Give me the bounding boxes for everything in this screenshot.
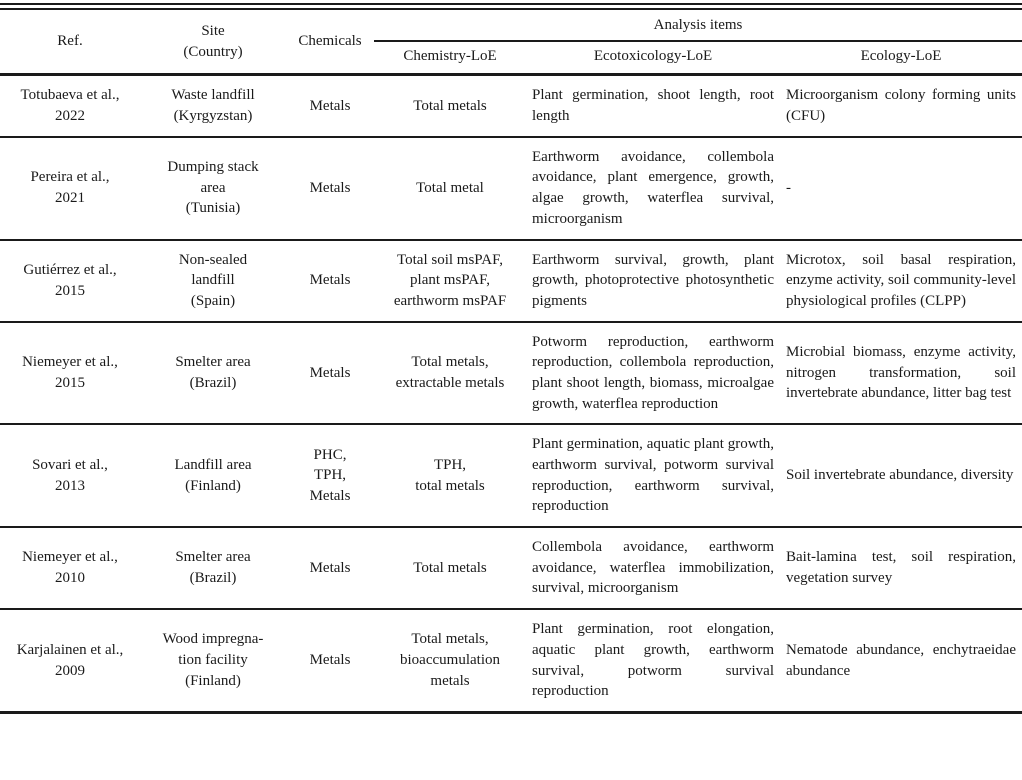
- cell-chemistry-loe: Total metals: [374, 527, 526, 611]
- cell-chemicals: Metals: [286, 239, 374, 323]
- cell-ecotoxicology-loe: Plant germination, root elongation, aqua…: [532, 621, 774, 700]
- cell-site: Wood impregna- tion facility (Finland): [162, 631, 264, 689]
- cell-site: Waste landfill (Kyrgyzstan): [140, 74, 286, 138]
- cell-ecotoxicology-loe: Plant germination, aquatic plant growth,…: [526, 424, 780, 529]
- table-row: Niemeyer et al., 2015 Smelter area (Braz…: [0, 321, 1022, 426]
- cell-site: Smelter area (Brazil): [140, 527, 286, 611]
- cell-chemicals: PHC, TPH, Metals: [286, 424, 374, 529]
- table-row: Pereira et al., 2021 Dumping stack area …: [0, 136, 1022, 241]
- cell-chemistry-loe: TPH, total metals: [374, 424, 526, 529]
- cell-chemicals: Metals: [286, 136, 374, 241]
- cell-chemistry-loe: Total metals, extractable metals: [374, 321, 526, 426]
- cell-chemicals: Metals: [286, 527, 374, 611]
- cell-ecotoxicology-loe: Earthworm avoidance, collembola avoidanc…: [526, 136, 780, 241]
- cell-ecology-loe: Microtox, soil basal respiration, enzyme…: [780, 239, 1022, 323]
- cell-chemicals: Metals: [309, 652, 351, 669]
- cell-ecotoxicology-loe: Potworm reproduction, earthworm reproduc…: [526, 321, 780, 426]
- table-header: Ref. Site (Country) Chemicals Analysis i…: [0, 6, 1022, 77]
- cell-ref: Gutiérrez et al., 2015: [0, 239, 140, 323]
- cell-ref: Sovari et al., 2013: [0, 424, 140, 529]
- cell-chemicals: Metals: [286, 321, 374, 426]
- cell-ecology-loe: -: [780, 136, 1022, 241]
- col-header-ecology-loe: Ecology-LoE: [780, 40, 1022, 77]
- col-header-chemicals: Chemicals: [286, 6, 374, 77]
- cell-site: Non-sealed landfill (Spain): [140, 239, 286, 323]
- table-row: Karjalainen et al., 2009 Wood impregna- …: [0, 609, 1022, 712]
- cell-site: Dumping stack area (Tunisia): [140, 136, 286, 241]
- table-row: Totubaeva et al., 2022 Waste landfill (K…: [0, 74, 1022, 138]
- loe-analysis-table: Ref. Site (Country) Chemicals Analysis i…: [0, 3, 1022, 714]
- cell-ref: Totubaeva et al., 2022: [0, 74, 140, 138]
- cell-ecology-loe: Microorganism colony forming units (CFU): [780, 74, 1022, 138]
- table-row: Gutiérrez et al., 2015 Non-sealed landfi…: [0, 239, 1022, 323]
- header-row-top: Ref. Site (Country) Chemicals Analysis i…: [0, 6, 1022, 77]
- cell-ref: Pereira et al., 2021: [0, 136, 140, 241]
- cell-chemistry-loe: Total soil msPAF, plant msPAF, earthworm…: [374, 239, 526, 323]
- col-header-ref: Ref.: [0, 6, 140, 77]
- cell-ecology-loe: Bait-lamina test, soil respiration, vege…: [780, 527, 1022, 611]
- cell-ecology-loe: Nematode abundance, enchytraeidae abunda…: [786, 641, 1016, 679]
- cell-ecotoxicology-loe: Collembola avoidance, earthworm avoidanc…: [526, 527, 780, 611]
- table-row: Niemeyer et al., 2010 Smelter area (Braz…: [0, 527, 1022, 611]
- header-row-sub: Chemistry-LoE Ecotoxicology-LoE Ecology-…: [0, 40, 1022, 77]
- cell-chemicals: Metals: [286, 74, 374, 138]
- cell-chemistry-loe: Total metals, bioaccumulation metals: [400, 631, 500, 689]
- cell-site: Landfill area (Finland): [140, 424, 286, 529]
- col-header-analysis-items: Analysis items: [374, 6, 1022, 42]
- cell-ecotoxicology-loe: Earthworm survival, growth, plant growth…: [526, 239, 780, 323]
- cell-ref: Karjalainen et al., 2009: [16, 641, 124, 679]
- table-body: Totubaeva et al., 2022 Waste landfill (K…: [0, 74, 1022, 713]
- cell-site: Smelter area (Brazil): [140, 321, 286, 426]
- cell-ref: Niemeyer et al., 2015: [0, 321, 140, 426]
- cell-chemistry-loe: Total metal: [374, 136, 526, 241]
- cell-ecology-loe: Soil invertebrate abundance, diversity: [780, 424, 1022, 529]
- col-header-site: Site (Country): [140, 6, 286, 77]
- col-header-chemistry-loe: Chemistry-LoE: [374, 40, 526, 77]
- cell-chemistry-loe: Total metals: [374, 74, 526, 138]
- cell-ecotoxicology-loe: Plant germination, shoot length, root le…: [526, 74, 780, 138]
- col-header-ecotoxicology-loe: Ecotoxicology-LoE: [526, 40, 780, 77]
- table-row: Sovari et al., 2013 Landfill area (Finla…: [0, 424, 1022, 529]
- cell-ref: Niemeyer et al., 2010: [0, 527, 140, 611]
- paper-table-page: Ref. Site (Country) Chemicals Analysis i…: [0, 3, 1022, 714]
- cell-ecology-loe: Microbial biomass, enzyme activity, nitr…: [780, 321, 1022, 426]
